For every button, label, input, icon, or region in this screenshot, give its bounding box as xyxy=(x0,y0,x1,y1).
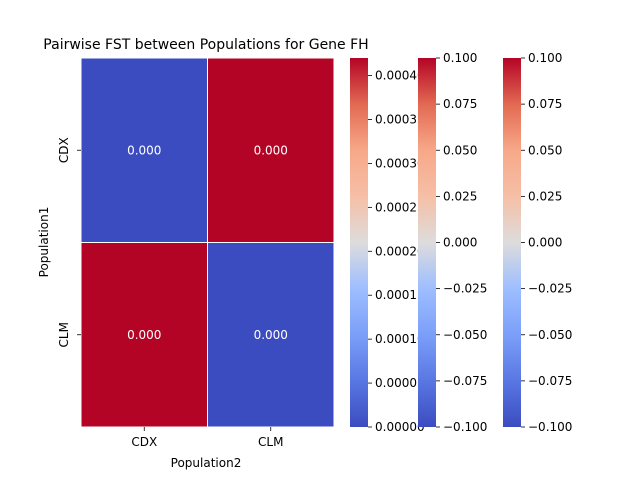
colorbar-gradient xyxy=(350,58,368,427)
colorbar-tick-label: −0.100 xyxy=(528,420,572,434)
colorbar-tick-label: 0.075 xyxy=(528,97,562,111)
cell-value-label: 0.000 xyxy=(254,328,288,342)
colorbar-tick-label: 0.000 xyxy=(443,236,477,250)
heatmap-cell xyxy=(207,57,335,243)
chart-title: Pairwise FST between Populations for Gen… xyxy=(43,37,368,53)
colorbar-tick-label: 0.00025 xyxy=(375,200,425,214)
colorbar-tick-label: 0.00010 xyxy=(375,332,425,346)
colorbar-tick-label: −0.050 xyxy=(528,328,572,342)
x-tick-label: CDX xyxy=(131,435,157,449)
colorbar-tick-label: −0.100 xyxy=(443,420,487,434)
colorbar: −0.100 −0.075 −0.050 −0.025 0.000 0.025 0.050 0… xyxy=(418,51,487,434)
colorbar-tick-label: 0.050 xyxy=(528,143,562,157)
cell-value-label: 0.000 xyxy=(127,328,161,342)
colorbar-tick-label: 0.00030 xyxy=(375,156,425,170)
colorbar-tick-label: 0.025 xyxy=(528,189,562,203)
colorbar-tick-label: −0.075 xyxy=(443,374,487,388)
x-axis-label: Population2 xyxy=(171,456,242,470)
cell-value-label: 0.000 xyxy=(254,143,288,157)
colorbar-tick-label: 0.025 xyxy=(443,189,477,203)
colorbar-tick-label: 0.050 xyxy=(443,143,477,157)
colorbar-gradient xyxy=(418,58,436,427)
colorbar-tick-label: 0.00020 xyxy=(375,244,425,258)
colorbar-tick-label: 0.100 xyxy=(443,51,477,65)
colorbar-tick-label: 0.000 xyxy=(528,236,562,250)
colorbar-tick-label: −0.050 xyxy=(443,328,487,342)
y-axis-label: Population1 xyxy=(37,207,51,278)
cell-value-label: 0.000 xyxy=(127,143,161,157)
y-tick-label: CDX xyxy=(57,137,71,163)
y-tick-label: CLM xyxy=(57,322,71,347)
colorbar-tick-label: 0.075 xyxy=(443,97,477,111)
heatmap-cell xyxy=(80,242,208,428)
colorbar-tick-label: 0.00005 xyxy=(375,376,425,390)
colorbar-tick-label: 0.100 xyxy=(528,51,562,65)
colorbar: −0.100 −0.075 −0.050 −0.025 0.000 0.025 0.050 0… xyxy=(503,51,572,434)
colorbar-tick-label: 0.00015 xyxy=(375,288,425,302)
heatmap-cell xyxy=(80,57,208,243)
colorbar-tick-label: 0.00000 xyxy=(375,420,425,434)
colorbar-tick-label: 0.00035 xyxy=(375,113,425,127)
colorbar-tick-label: −0.025 xyxy=(528,282,572,296)
heatmap-cell xyxy=(207,242,335,428)
colorbar-tick-label: 0.00040 xyxy=(375,69,425,83)
colorbar: 0.00000 0.00005 0.00010 0.00015 0.00020 0.000… xyxy=(350,58,425,434)
colorbar-tick-label: −0.025 xyxy=(443,282,487,296)
x-tick-label: CLM xyxy=(258,435,283,449)
colorbar-tick-label: −0.075 xyxy=(528,374,572,388)
colorbar-gradient xyxy=(503,58,521,427)
